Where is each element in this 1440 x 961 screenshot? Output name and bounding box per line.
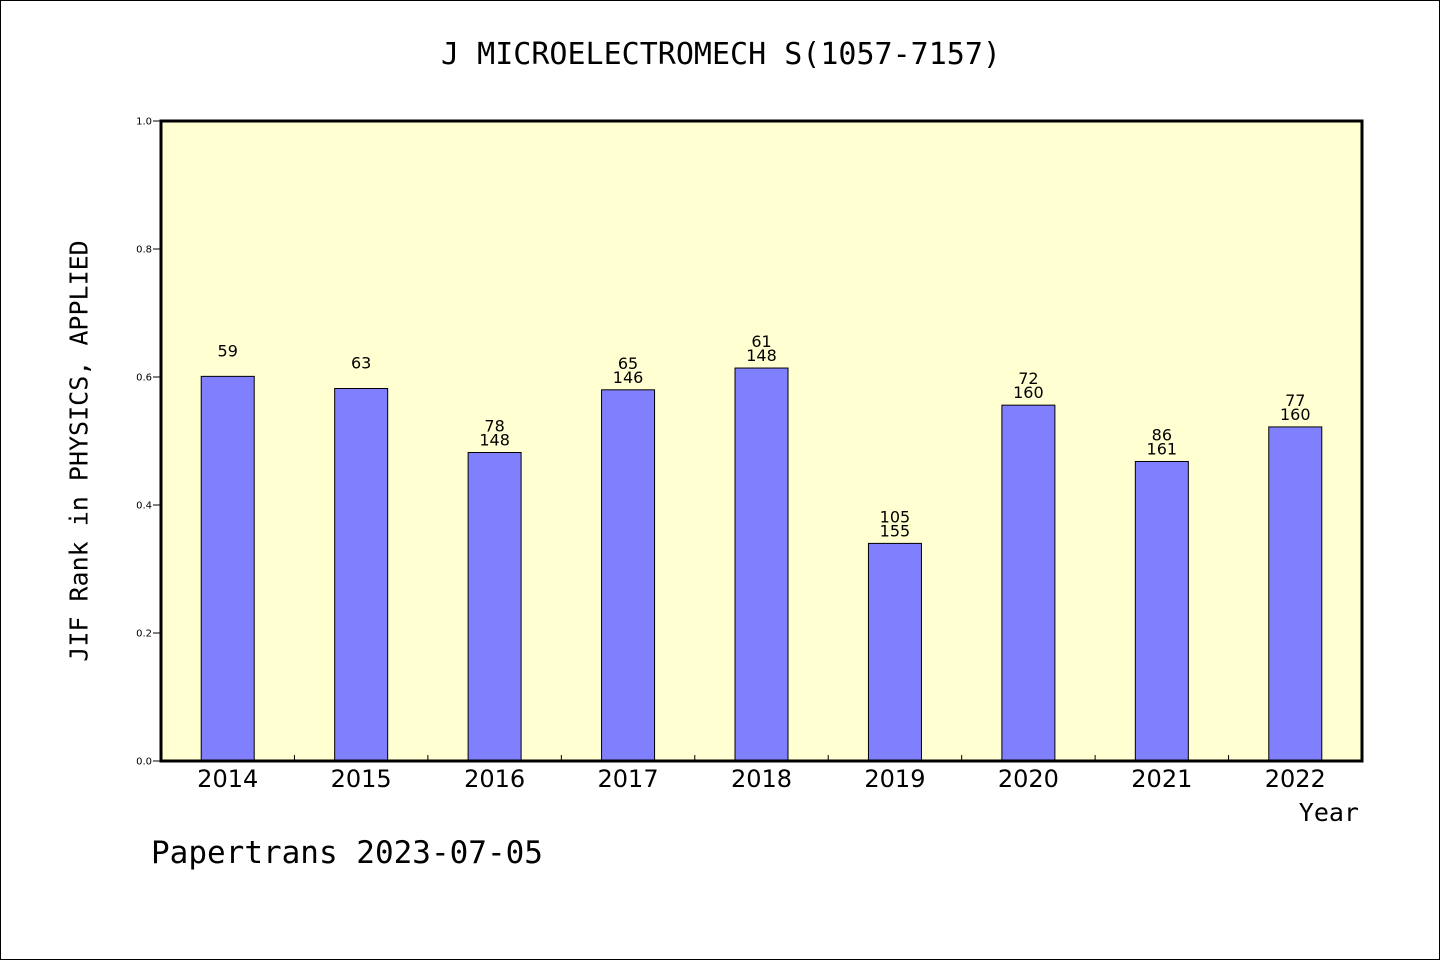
- bar-2017: [601, 389, 656, 762]
- bar-label-rank: 65: [618, 354, 638, 373]
- x-tick-label: 2017: [598, 765, 659, 793]
- y-tick-label: 0.8: [136, 245, 152, 256]
- x-tick-label: 2014: [197, 765, 258, 793]
- bar-2018: [734, 367, 789, 762]
- chart-title: J MICROELECTROMECH S(1057-7157): [441, 37, 1001, 72]
- bar-2020: [1001, 404, 1056, 762]
- bar-label-total: 160: [1280, 405, 1311, 424]
- x-tick-label: 2015: [331, 765, 392, 793]
- x-tick-label: 2022: [1265, 765, 1326, 793]
- bar-label-rank: 59: [218, 341, 238, 360]
- bar-2019: [867, 542, 922, 762]
- bar-2014: [200, 375, 255, 762]
- bar-label-total: 155: [880, 521, 911, 540]
- bar-label-rank: 105: [880, 507, 911, 526]
- bar-2022: [1268, 426, 1323, 762]
- bar-label-rank: 78: [484, 417, 504, 436]
- bar-label-rank: 63: [351, 354, 371, 373]
- y-tick-label: 0.6: [136, 373, 152, 384]
- bar-label-rank: 77: [1285, 391, 1305, 410]
- bar-label-rank: 72: [1018, 369, 1038, 388]
- plot-frame: [159, 119, 1364, 763]
- x-tick-label: 2016: [464, 765, 525, 793]
- x-axis-label: Year: [1298, 798, 1359, 827]
- x-tick-label: 2018: [731, 765, 792, 793]
- x-tick-label: 2021: [1131, 765, 1192, 793]
- y-tick-label: 0.0: [136, 757, 152, 768]
- y-tick-label: 0.2: [136, 629, 152, 640]
- bar-label-total: 160: [1013, 383, 1044, 402]
- bar-label-total: 161: [1147, 439, 1178, 458]
- bar-label-total: 146: [613, 368, 644, 387]
- bar-label-rank: 86: [1152, 425, 1172, 444]
- y-tick-label: 0.4: [136, 501, 152, 512]
- footer-credit: Papertrans 2023-07-05: [151, 835, 543, 871]
- x-tick-label: 2020: [998, 765, 1059, 793]
- bar-label-rank: 61: [751, 332, 771, 351]
- bar-2021: [1134, 460, 1189, 762]
- bar-2016: [467, 452, 522, 762]
- y-tick-label: 1.0: [136, 117, 152, 128]
- bar-label-total: 148: [746, 346, 777, 365]
- x-tick-label: 2019: [864, 765, 925, 793]
- bar-label-total: 148: [479, 431, 510, 450]
- bar-2015: [334, 388, 389, 762]
